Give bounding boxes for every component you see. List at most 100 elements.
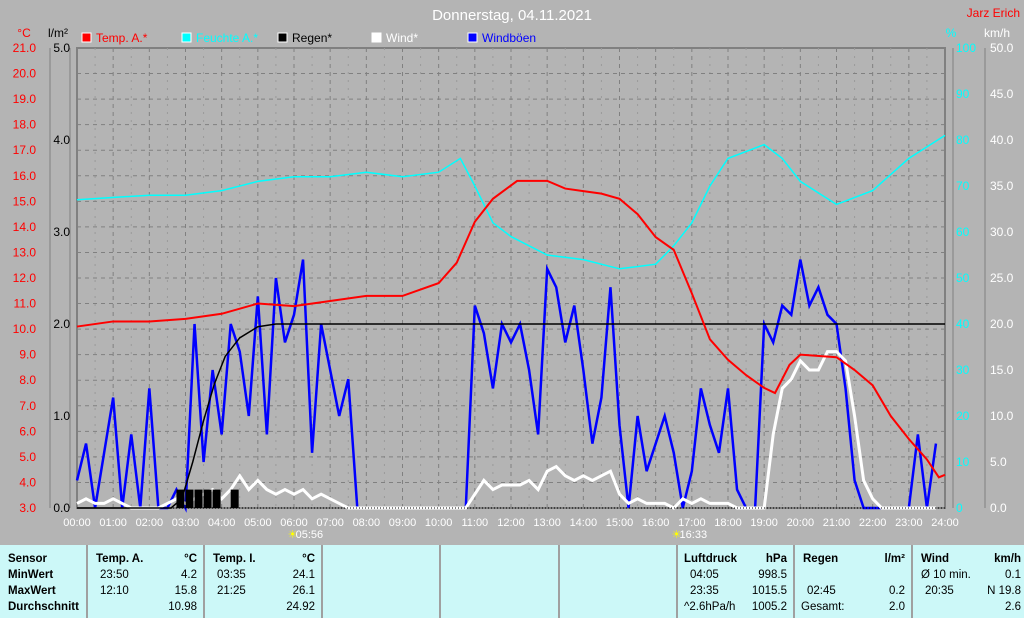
value: 26.1 <box>292 585 315 597</box>
legend-label: Regen* <box>292 31 332 45</box>
x-tick-label: 17:00 <box>678 517 706 529</box>
rain-unit: l/m² <box>48 26 68 40</box>
legend-swatch <box>371 32 382 43</box>
value: Gesamt: <box>801 601 845 613</box>
temp-tick-label: 17.0 <box>13 143 37 157</box>
humidity-tick-label: 70 <box>956 179 970 193</box>
temp-series <box>76 179 946 479</box>
temp-tick-label: 8.0 <box>19 373 36 387</box>
rain-bar <box>194 489 203 508</box>
wind-tick-label: 15.0 <box>990 363 1014 377</box>
value: 4.2 <box>181 569 197 581</box>
sunrise-label: 05:56 <box>296 529 324 541</box>
humidity-tick-label: 50 <box>956 271 970 285</box>
x-tick-label: 19:00 <box>750 517 778 529</box>
wind-tick-label: 40.0 <box>990 133 1014 147</box>
temp-tick-label: 14.0 <box>13 220 37 234</box>
sunset-icon: ☀ <box>672 529 682 541</box>
stats-temp-a: Temp. A. °C 23:50 4.2 12:10 15.8 10.98 <box>88 545 205 618</box>
chart-title: Donnerstag, 04.11.2021 <box>432 7 592 24</box>
label: Durchschnitt <box>8 601 79 613</box>
wind-tick-label: 10.0 <box>990 409 1014 423</box>
wind-tick-label: 30.0 <box>990 225 1014 239</box>
label: Regen <box>803 553 839 565</box>
stats-temp-i: Temp. I. °C 03:35 24.1 21:25 26.1 24.92 <box>205 545 323 618</box>
humidity-tick-label: 100 <box>956 41 976 55</box>
value: 24.92 <box>286 601 315 613</box>
stats-panel: Sensor MinWert MaxWert Durchschnitt Temp… <box>0 545 1024 618</box>
value: 15.8 <box>174 585 197 597</box>
x-tick-label: 14:00 <box>570 517 598 529</box>
temp-tick-label: 6.0 <box>19 424 36 438</box>
rain-bar <box>176 489 185 508</box>
wind-tick-label: 25.0 <box>990 271 1014 285</box>
x-tick-label: 18:00 <box>714 517 742 529</box>
legend-label: Wind* <box>386 31 418 45</box>
x-tick-label: 09:00 <box>389 517 417 529</box>
value: 24.1 <box>292 569 315 581</box>
rain-bar <box>230 489 239 508</box>
label: Luftdruck <box>684 553 738 565</box>
x-tick-label: 00:00 <box>63 517 91 529</box>
value: 2.0 <box>889 601 905 613</box>
value: 21:25 <box>217 585 246 597</box>
value: N 19.8 <box>987 585 1021 597</box>
x-tick-label: 10:00 <box>425 517 453 529</box>
x-tick-label: 01:00 <box>99 517 127 529</box>
value: Ø 10 min. <box>921 569 971 581</box>
wind-tick-label: 50.0 <box>990 41 1014 55</box>
rain-tick-label: 5.0 <box>53 41 70 55</box>
value: 20:35 <box>925 585 954 597</box>
wind-tick-label: 35.0 <box>990 179 1014 193</box>
x-tick-label: 23:00 <box>895 517 923 529</box>
value: 04:05 <box>690 569 719 581</box>
temp-tick-label: 12.0 <box>13 271 37 285</box>
label: km/h <box>994 553 1021 565</box>
x-tick-label: 03:00 <box>172 517 200 529</box>
legend-label: Windböen <box>482 31 536 45</box>
value: 02:45 <box>807 585 836 597</box>
rain-total-series <box>77 323 945 509</box>
value: 2.6 <box>1005 601 1021 613</box>
x-tick-label: 21:00 <box>823 517 851 529</box>
temp-tick-label: 18.0 <box>13 118 37 132</box>
temp-tick-label: 15.0 <box>13 194 37 208</box>
temp-tick-label: 4.0 <box>19 475 36 489</box>
x-tick-label: 20:00 <box>787 517 815 529</box>
label: Wind <box>921 553 949 565</box>
humidity-series <box>76 134 946 270</box>
temp-tick-label: 20.0 <box>13 67 37 81</box>
value: 10.98 <box>168 601 197 613</box>
wind-tick-label: 20.0 <box>990 317 1014 331</box>
value: 1005.2 <box>751 601 787 613</box>
temp-tick-label: 13.0 <box>13 245 37 259</box>
value: 12:10 <box>100 585 129 597</box>
label: Temp. I. <box>213 553 256 565</box>
x-tick-label: 07:00 <box>316 517 344 529</box>
rain-tick-label: 2.0 <box>53 317 70 331</box>
rain-bar <box>185 489 194 508</box>
label: °C <box>184 553 197 565</box>
legend-swatch <box>467 32 478 43</box>
wind-tick-label: 0.0 <box>990 501 1007 515</box>
rain-tick-label: 0.0 <box>53 501 70 515</box>
humidity-tick-label: 10 <box>956 455 970 469</box>
value: 03:35 <box>217 569 246 581</box>
humidity-tick-label: 40 <box>956 317 970 331</box>
legend-swatch <box>181 32 192 43</box>
legend-swatch <box>277 32 288 43</box>
value: 1015.5 <box>751 585 787 597</box>
label: Sensor <box>8 553 47 565</box>
author-label: Jarz Erich <box>967 6 1020 20</box>
rain-bar <box>212 489 221 508</box>
x-tick-label: 12:00 <box>497 517 525 529</box>
humidity-unit: % <box>946 26 957 40</box>
value: 23:35 <box>690 585 719 597</box>
value: 0.1 <box>1005 569 1021 581</box>
value: ^2.6hPa/h <box>684 601 736 613</box>
value: 23:50 <box>100 569 129 581</box>
humidity-tick-label: 30 <box>956 363 970 377</box>
stats-empty <box>323 545 441 618</box>
wind-tick-label: 45.0 <box>990 87 1014 101</box>
sunset-label: 16:33 <box>680 529 708 541</box>
